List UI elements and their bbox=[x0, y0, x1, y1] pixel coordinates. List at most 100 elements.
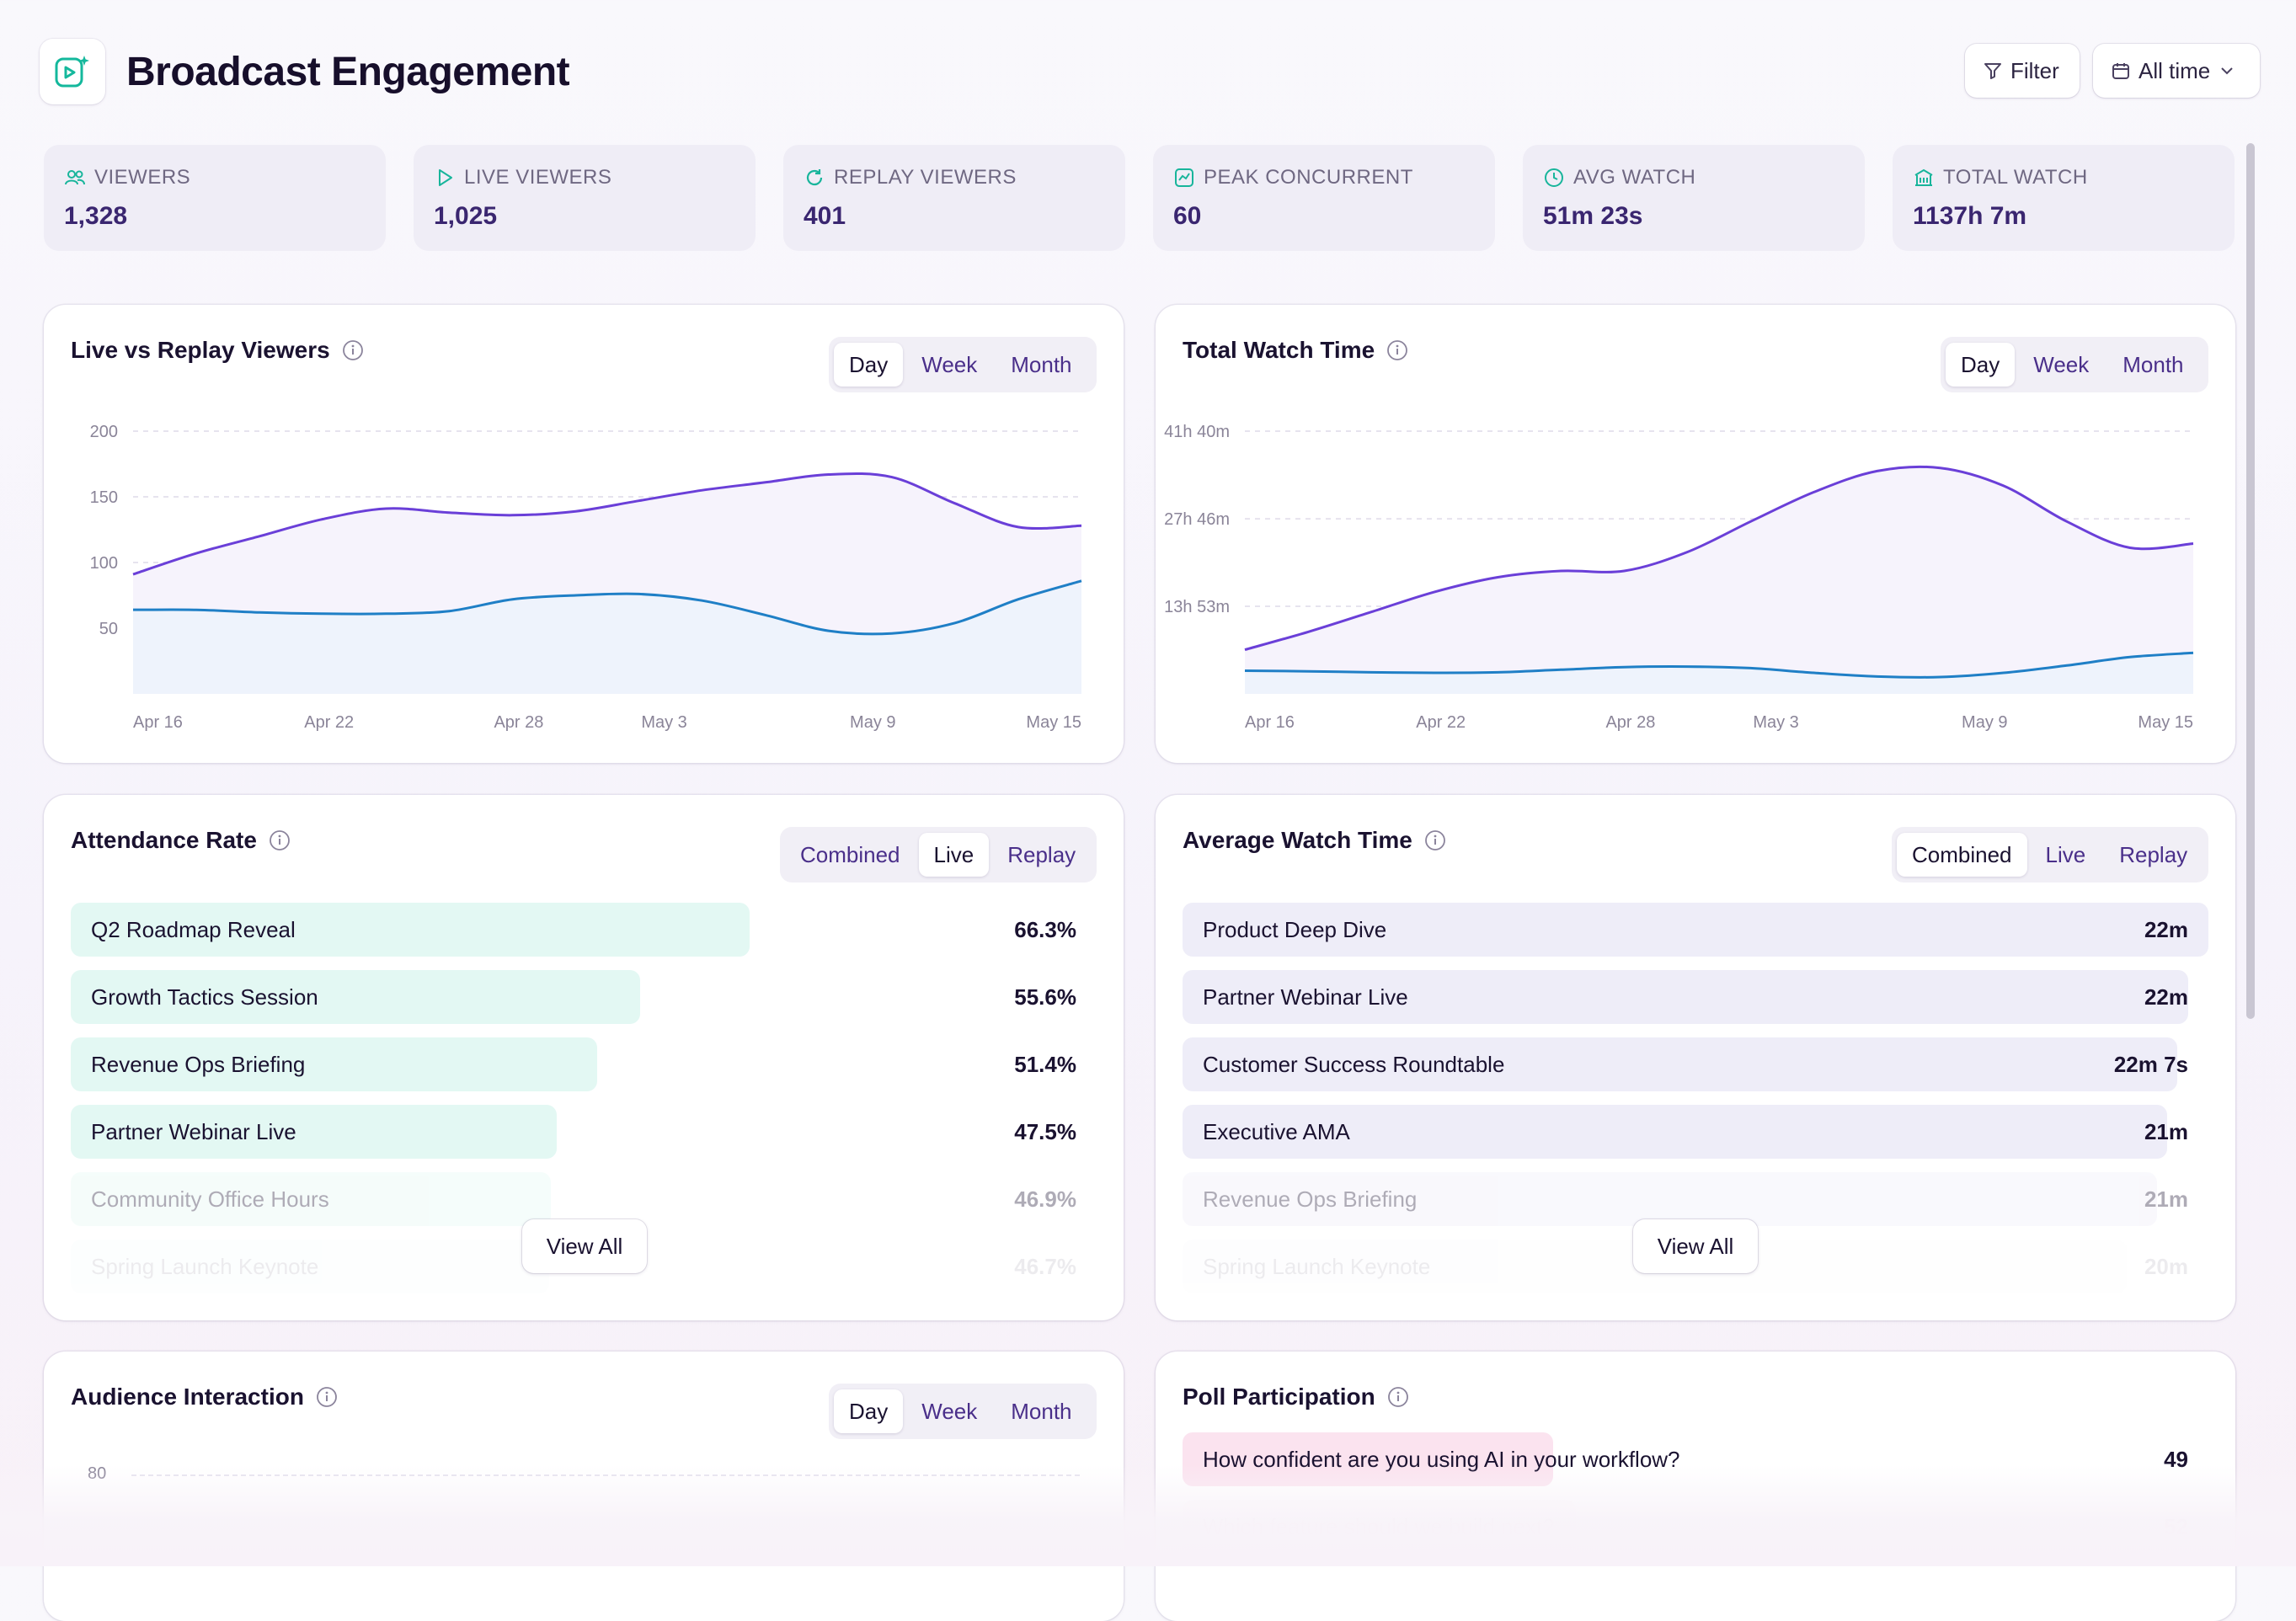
chevron-down-icon bbox=[2221, 67, 2233, 75]
time-tabs: Day Week Month bbox=[829, 337, 1097, 392]
list-item-value: 22m bbox=[2144, 984, 2188, 1010]
card-title: Attendance Rate bbox=[71, 827, 291, 854]
list-item-bar bbox=[71, 970, 640, 1024]
list-item[interactable]: Revenue Ops Briefing 51.4% bbox=[71, 1037, 1076, 1091]
bottom-fade bbox=[0, 1465, 2296, 1566]
list-item[interactable]: Executive AMA 21m bbox=[1183, 1105, 2188, 1159]
info-icon[interactable] bbox=[1386, 339, 1408, 361]
info-icon[interactable] bbox=[1387, 1386, 1409, 1408]
list-item-bar bbox=[71, 903, 750, 957]
series-line-1 bbox=[1244, 651, 2194, 679]
list-item-label: Partner Webinar Live bbox=[91, 1119, 296, 1144]
card-title-text: Total Watch Time bbox=[1183, 337, 1375, 363]
tab-combined[interactable]: Combined bbox=[1897, 833, 2027, 877]
tab-replay[interactable]: Replay bbox=[1007, 842, 1076, 867]
card-title: Total Watch Time bbox=[1183, 337, 1408, 364]
app-logo bbox=[40, 39, 105, 104]
info-icon[interactable] bbox=[316, 1386, 338, 1408]
list-item-value: 55.6% bbox=[1014, 984, 1076, 1010]
page-title: Broadcast Engagement bbox=[126, 50, 570, 94]
list-item[interactable]: Customer Success Roundtable 22m 7s bbox=[1183, 1037, 2188, 1091]
tab-live[interactable]: Live bbox=[918, 833, 990, 877]
stat-total-watch: TOTAL WATCH 1137h 7m bbox=[1893, 145, 2235, 251]
avg-watch-view-all-button[interactable]: View All bbox=[1633, 1219, 1758, 1273]
list-item-label: Spring Launch Keynote bbox=[1203, 1254, 1431, 1279]
list-item-label: Product Deep Dive bbox=[1203, 917, 1387, 942]
play-icon bbox=[439, 169, 452, 186]
x-tick-label: Apr 28 bbox=[494, 713, 543, 732]
x-tick-label: May 9 bbox=[850, 713, 895, 732]
live-vs-replay-card: Live vs Replay Viewers Day Week Month 20… bbox=[44, 305, 1124, 763]
tab-week[interactable]: Week bbox=[921, 1399, 978, 1424]
info-icon[interactable] bbox=[1424, 829, 1446, 851]
tab-day[interactable]: Day bbox=[1946, 343, 2016, 387]
tab-week[interactable]: Week bbox=[921, 352, 978, 377]
list-item[interactable]: Product Deep Dive 22m bbox=[1183, 903, 2208, 957]
list-item-label: Spring Launch Keynote bbox=[91, 1254, 319, 1279]
list-item-bar bbox=[1183, 1037, 2177, 1091]
live-vs-replay-chart: 200 150 100 50 Apr 16 Apr 22 Apr 28 May 3 May 9 M… bbox=[90, 423, 1082, 732]
stat-value: 1,025 bbox=[434, 202, 498, 230]
filter-button[interactable]: Filter bbox=[1965, 44, 2080, 98]
stat-label: VIEWERS bbox=[94, 166, 191, 189]
card-title: Poll Participation bbox=[1183, 1384, 1409, 1410]
stat-live-viewers: LIVE VIEWERS 1,025 bbox=[414, 145, 756, 251]
y-tick-label: 41h 40m bbox=[1164, 423, 1230, 441]
series-line-1 bbox=[132, 579, 1082, 636]
x-tick-label: May 15 bbox=[1026, 713, 1081, 732]
tab-week[interactable]: Week bbox=[2033, 352, 2090, 377]
tab-combined[interactable]: Combined bbox=[800, 842, 900, 867]
stat-label: TOTAL WATCH bbox=[1943, 166, 2088, 189]
list-item-bar bbox=[71, 1240, 549, 1293]
list-item-value: 51.4% bbox=[1014, 1052, 1076, 1077]
date-range-label: All time bbox=[2138, 57, 2211, 83]
info-icon[interactable] bbox=[342, 339, 364, 361]
list-item[interactable]: Partner Webinar Live 47.5% bbox=[71, 1105, 1076, 1159]
card-title: Average Watch Time bbox=[1183, 827, 1446, 854]
x-tick-label: Apr 22 bbox=[304, 713, 354, 732]
list-item[interactable]: Q2 Roadmap Reveal 66.3% bbox=[71, 903, 1076, 957]
card-title-text: Audience Interaction bbox=[71, 1384, 304, 1410]
list-item-value: 20m bbox=[2144, 1254, 2188, 1279]
list-item[interactable]: Community Office Hours 46.9% bbox=[71, 1172, 1076, 1226]
attendance-view-all-button[interactable]: View All bbox=[522, 1219, 647, 1273]
list-item-bar bbox=[1183, 903, 2208, 957]
broadcast-play-icon bbox=[55, 56, 89, 88]
page-header: Broadcast Engagement Filter All time bbox=[40, 39, 2262, 106]
list-item-bar bbox=[71, 1037, 597, 1091]
x-tick-label: May 3 bbox=[1753, 713, 1798, 732]
card-title-text: Attendance Rate bbox=[71, 827, 257, 853]
stat-peak-concurrent: PEAK CONCURRENT 60 bbox=[1153, 145, 1495, 251]
filter-button-label: Filter bbox=[2010, 57, 2059, 83]
tab-replay[interactable]: Replay bbox=[2119, 842, 2188, 867]
tab-live[interactable]: Live bbox=[2045, 842, 2086, 867]
list-item[interactable]: Growth Tactics Session 55.6% bbox=[71, 970, 1076, 1024]
list-item-value: 47.5% bbox=[1014, 1119, 1076, 1144]
list-item[interactable]: Revenue Ops Briefing 21m bbox=[1183, 1172, 2188, 1226]
stat-value: 1,328 bbox=[64, 202, 128, 230]
stat-label: AVG WATCH bbox=[1573, 166, 1696, 189]
list-item[interactable]: Partner Webinar Live 22m bbox=[1183, 970, 2188, 1024]
tab-month[interactable]: Month bbox=[1011, 352, 1072, 377]
tab-month[interactable]: Month bbox=[2122, 352, 2184, 377]
list-item-value: 46.7% bbox=[1014, 1254, 1076, 1279]
x-tick-label: Apr 28 bbox=[1605, 713, 1655, 732]
info-icon[interactable] bbox=[269, 829, 291, 851]
scrollbar-thumb[interactable] bbox=[2246, 143, 2255, 1019]
tab-month[interactable]: Month bbox=[1011, 1399, 1072, 1424]
stat-value: 401 bbox=[804, 202, 846, 230]
list-item[interactable]: Spring Launch Keynote 46.7% bbox=[71, 1240, 1076, 1293]
users-icon bbox=[65, 170, 85, 185]
series-area-1 bbox=[133, 580, 1081, 694]
y-tick-label: 13h 53m bbox=[1164, 598, 1230, 616]
x-tick-label: May 9 bbox=[1962, 713, 2007, 732]
time-tabs: Day Week Month bbox=[829, 1384, 1097, 1439]
x-tick-label: Apr 16 bbox=[133, 713, 183, 732]
list-item-label: Community Office Hours bbox=[91, 1186, 329, 1212]
tab-day[interactable]: Day bbox=[834, 343, 904, 387]
card-title-text: Live vs Replay Viewers bbox=[71, 337, 330, 363]
tab-day[interactable]: Day bbox=[834, 1389, 904, 1433]
y-tick-label: 150 bbox=[90, 488, 118, 507]
list-item-bar bbox=[1183, 1105, 2167, 1159]
date-range-select[interactable]: All time bbox=[2093, 44, 2260, 98]
